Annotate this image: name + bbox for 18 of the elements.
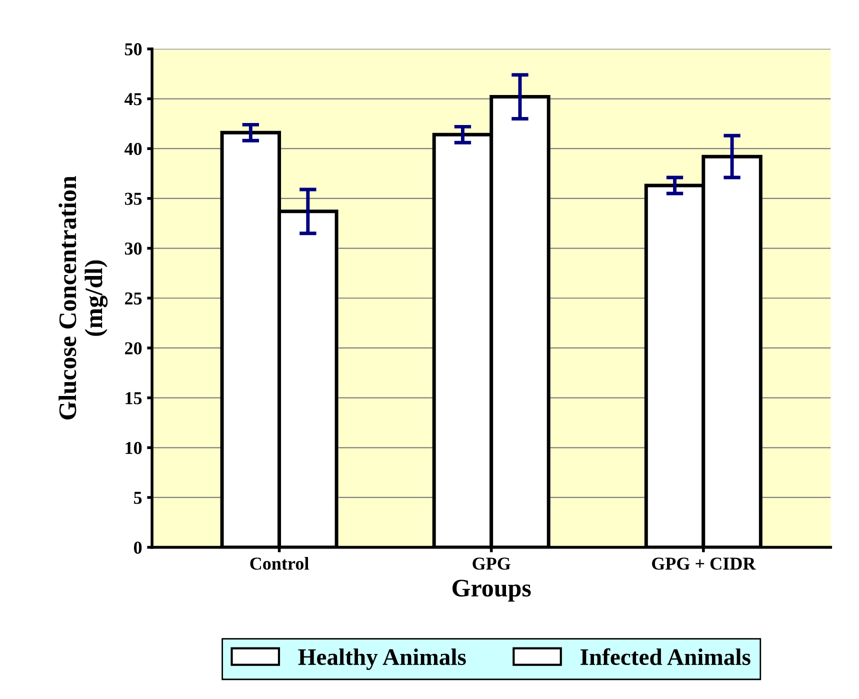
y-tick-label: 5 xyxy=(134,492,142,504)
x-axis-title: Groups xyxy=(452,580,531,602)
y-tick-label: 35 xyxy=(124,192,142,205)
y-tick-label: 50 xyxy=(124,43,142,56)
y-tick-label: 0 xyxy=(134,542,142,554)
y-tick-label: 40 xyxy=(124,142,142,156)
y-tick-label: 20 xyxy=(125,342,142,354)
x-tick-label: GPG xyxy=(472,558,510,570)
y-tick-label: 25 xyxy=(125,292,142,305)
x-tick-label: Control xyxy=(250,557,309,570)
legend-label: Infected Animals xyxy=(580,648,750,666)
y-tick-label: 45 xyxy=(124,93,142,106)
y-tick-label: 15 xyxy=(126,392,142,404)
y-tick-label: 10 xyxy=(126,442,142,454)
y-tick-label: 30 xyxy=(124,242,142,255)
x-tick-label: GPG + CIDR xyxy=(652,558,756,570)
legend-label: Healthy Animals xyxy=(298,648,466,670)
y-axis-title: Glucose Concentration (mg/dl) xyxy=(58,176,108,420)
